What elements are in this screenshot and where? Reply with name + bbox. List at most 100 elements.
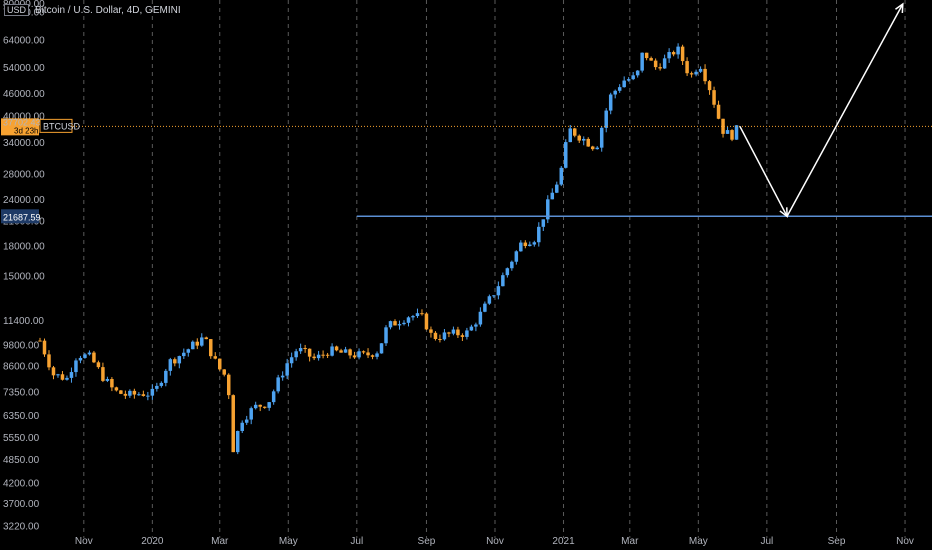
candle-body	[586, 138, 590, 147]
candle-body	[712, 90, 716, 105]
candle-body	[294, 351, 298, 358]
y-tick-label: 64000.00	[3, 35, 45, 46]
candle-body	[519, 242, 523, 252]
y-tick-label: 4850.00	[3, 455, 40, 466]
candle-body	[537, 226, 541, 243]
candle-body	[613, 90, 617, 95]
candle-body	[240, 422, 244, 431]
projection-arrows	[739, 2, 904, 218]
candle-body	[424, 313, 429, 330]
candle-body	[393, 321, 397, 326]
candle-body	[42, 340, 47, 355]
x-tick-label: 2021	[552, 536, 575, 547]
candle-body	[253, 404, 258, 409]
candle-body	[258, 404, 262, 407]
candle-body	[631, 75, 635, 80]
arrow-head	[779, 207, 788, 218]
candle-body	[83, 354, 87, 358]
x-tick-label: Nov	[75, 536, 93, 547]
candle-body	[595, 147, 599, 150]
candle-body	[505, 268, 510, 276]
candle-body	[644, 52, 649, 59]
price-axis: 80000.0076000.0064000.0054000.0046000.00…	[3, 0, 45, 532]
chart-grid	[83, 0, 906, 538]
candle-body	[361, 351, 366, 353]
candle-body	[658, 67, 662, 69]
candle-body	[456, 329, 460, 336]
time-axis: Nov 2020 Mar May Jul Sep Nov 2021 Mar May Jul Sep No…	[75, 536, 914, 547]
candle-body	[438, 339, 442, 341]
candle-body	[226, 374, 231, 396]
current-price-value: 37702.43	[3, 117, 41, 127]
candle-body	[725, 130, 730, 134]
candle-body	[689, 73, 694, 75]
y-tick-label: 5550.00	[3, 433, 40, 444]
y-tick-label: 3220.00	[3, 521, 40, 532]
candle-body	[96, 362, 101, 368]
candle-body	[231, 395, 235, 453]
candle-body	[146, 395, 150, 397]
candle-body	[487, 296, 492, 304]
candle-body	[568, 128, 573, 143]
candle-body	[186, 349, 191, 353]
x-tick-label: Jul	[350, 536, 363, 547]
candle-body	[182, 352, 186, 357]
candle-body	[69, 372, 74, 378]
candle-body	[730, 130, 734, 140]
candle-body	[209, 339, 213, 357]
candle-body	[343, 349, 348, 353]
candle-series	[38, 43, 739, 455]
candle-body	[604, 110, 608, 128]
candle-body	[680, 46, 685, 62]
candle-body	[662, 58, 667, 69]
candle-body	[132, 390, 137, 395]
candle-body	[276, 377, 280, 392]
candle-body	[420, 313, 424, 315]
y-tick-label: 18000.00	[3, 242, 45, 253]
candle-body	[564, 142, 568, 168]
candle-body	[474, 324, 478, 327]
x-tick-label: Mar	[211, 536, 229, 547]
candle-body	[334, 346, 339, 351]
candle-body	[51, 367, 56, 376]
candle-body	[87, 352, 92, 355]
candle-body	[635, 70, 640, 76]
y-tick-label: 4200.00	[3, 478, 40, 489]
chart-header: USD Bitcoin / U.S. Dollar, 4D, GEMINI	[4, 4, 181, 16]
candle-body	[640, 52, 644, 71]
symbol-tag-label: BTCUSD	[43, 121, 81, 131]
candle-body	[119, 390, 123, 394]
candle-body	[92, 352, 96, 363]
y-tick-label: 11400.00	[3, 316, 44, 327]
candle-body	[244, 419, 249, 423]
candle-body	[74, 360, 78, 373]
candle-body	[348, 349, 352, 356]
candle-body	[307, 348, 312, 357]
candle-body	[339, 350, 343, 353]
candle-body	[698, 68, 703, 72]
candle-body	[388, 321, 393, 328]
chart-title: Bitcoin / U.S. Dollar, 4D, GEMINI	[35, 4, 181, 16]
candle-body	[523, 242, 528, 247]
candle-body	[546, 199, 550, 220]
candle-body	[622, 80, 626, 88]
candle-body	[703, 68, 707, 82]
y-tick-label: 6350.00	[3, 411, 40, 422]
x-tick-label: Sep	[418, 536, 436, 547]
currency-badge[interactable]: USD	[4, 4, 30, 16]
candle-body	[366, 352, 370, 356]
candle-body	[204, 337, 209, 340]
candle-body	[164, 370, 168, 383]
candle-body	[110, 379, 114, 388]
candle-body	[384, 327, 388, 344]
y-tick-label: 46000.00	[3, 89, 45, 100]
x-tick-label: Nov	[486, 536, 504, 547]
candle-body	[379, 343, 384, 354]
candle-body	[465, 330, 469, 337]
candle-body	[442, 332, 447, 340]
candle-body	[406, 317, 411, 323]
candle-body	[271, 391, 276, 403]
bar-countdown: 3d 23h	[14, 126, 38, 135]
